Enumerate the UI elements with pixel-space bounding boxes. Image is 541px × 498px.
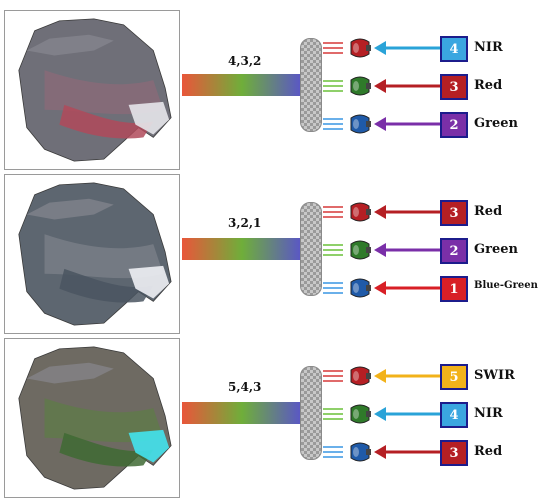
channel-row: 2 Green xyxy=(322,238,541,264)
band-name-label: Red xyxy=(474,444,503,459)
green-gun-icon xyxy=(350,240,371,260)
signal-lines-icon xyxy=(323,118,343,130)
map-image xyxy=(5,175,179,333)
band-name-label: Red xyxy=(474,78,503,93)
band-number-box: 4 xyxy=(440,36,468,62)
signal-lines-icon xyxy=(323,370,343,382)
signal-lines-icon xyxy=(323,206,343,218)
map-image xyxy=(5,339,179,497)
band-name-label: Red xyxy=(474,204,503,219)
band-number-box: 3 xyxy=(440,440,468,466)
signal-lines-icon xyxy=(323,42,343,54)
blue-gun-icon xyxy=(350,442,371,462)
band-combination-label: 5,4,3 xyxy=(228,380,262,394)
band-number-box: 1 xyxy=(440,276,468,302)
channel-row: 4 NIR xyxy=(322,402,541,428)
band-number-box: 5 xyxy=(440,364,468,390)
green-gun-icon xyxy=(350,76,371,96)
channel-row: 3 Red xyxy=(322,440,541,466)
red-gun-icon xyxy=(350,366,371,386)
band-combination-label: 3,2,1 xyxy=(228,216,262,230)
band-number-box: 2 xyxy=(440,112,468,138)
panel-2: 3,2,1 3 Red 2 Green 1 Blue-Green xyxy=(0,166,541,334)
band-combination-label: 4,3,2 xyxy=(228,54,262,68)
channel-row: 5 SWIR xyxy=(322,364,541,390)
blue-gun-icon xyxy=(350,278,371,298)
blue-gun-icon xyxy=(350,114,371,134)
channel-row: 4 NIR xyxy=(322,36,541,62)
color-combiner-icon xyxy=(300,202,322,296)
signal-lines-icon xyxy=(323,446,343,458)
signal-lines-icon xyxy=(323,244,343,256)
color-combiner-icon xyxy=(300,38,322,132)
band-number-box: 3 xyxy=(440,74,468,100)
channel-row: 3 Red xyxy=(322,74,541,100)
color-gradient-bar xyxy=(182,74,302,96)
band-name-label: Green xyxy=(474,116,518,131)
map-image xyxy=(5,11,179,169)
band-name-label: Green xyxy=(474,242,518,257)
panel-3: 5,4,3 5 SWIR 4 NIR 3 Red xyxy=(0,330,541,498)
band-number-box: 4 xyxy=(440,402,468,428)
band-name-label: SWIR xyxy=(474,368,515,383)
satellite-image xyxy=(4,174,180,334)
channel-row: 3 Red xyxy=(322,200,541,226)
band-number-box: 3 xyxy=(440,200,468,226)
color-combiner-icon xyxy=(300,366,322,460)
band-name-label: NIR xyxy=(474,40,503,55)
band-name-label: Blue-Green xyxy=(474,280,538,291)
color-gradient-bar xyxy=(182,238,302,260)
green-gun-icon xyxy=(350,404,371,424)
signal-lines-icon xyxy=(323,80,343,92)
signal-lines-icon xyxy=(323,282,343,294)
channel-row: 1 Blue-Green xyxy=(322,276,541,302)
channel-row: 2 Green xyxy=(322,112,541,138)
panel-1: 4,3,2 4 NIR 3 Red 2 Green xyxy=(0,2,541,170)
satellite-image xyxy=(4,338,180,498)
red-gun-icon xyxy=(350,202,371,222)
band-name-label: NIR xyxy=(474,406,503,421)
red-gun-icon xyxy=(350,38,371,58)
satellite-image xyxy=(4,10,180,170)
color-gradient-bar xyxy=(182,402,302,424)
band-number-box: 2 xyxy=(440,238,468,264)
signal-lines-icon xyxy=(323,408,343,420)
